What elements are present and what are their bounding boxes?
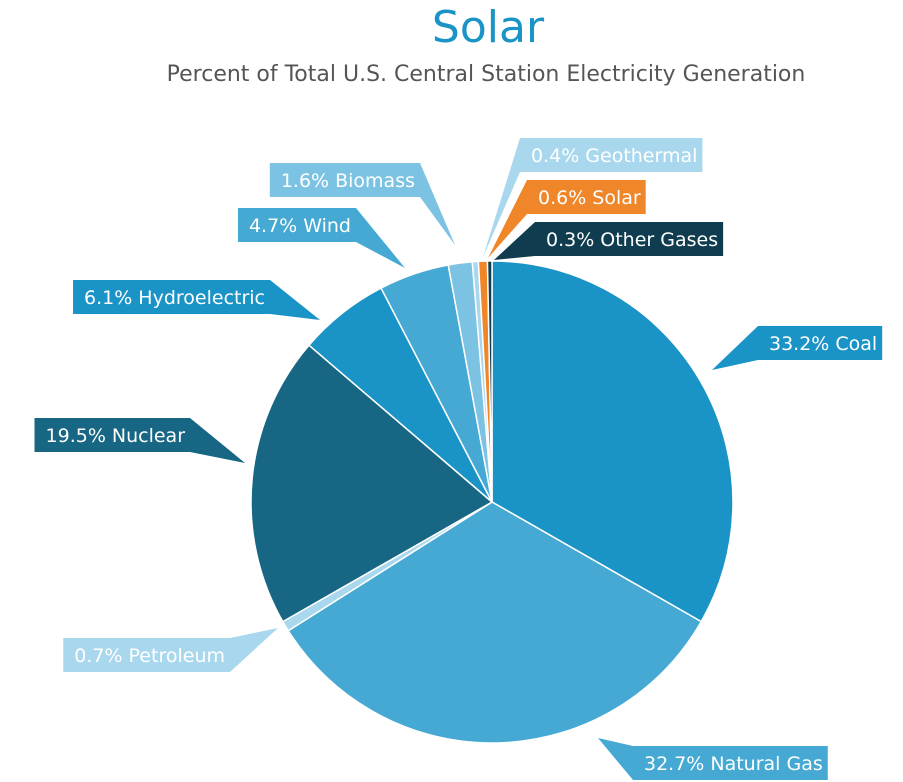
slice-label: 4.7% Wind bbox=[237, 208, 405, 268]
label-pointer bbox=[190, 418, 245, 463]
slice-label: 33.2% Coal bbox=[712, 326, 883, 370]
category-label: Petroleum bbox=[129, 645, 225, 667]
category-label: Hydroelectric bbox=[138, 287, 265, 309]
label-text: 33.2% Coal bbox=[769, 333, 877, 355]
value-label: 0.7% bbox=[74, 645, 122, 667]
category-label: Geothermal bbox=[585, 145, 697, 167]
label-box bbox=[535, 222, 724, 256]
pie-slice bbox=[287, 501, 703, 744]
value-label: 0.3% bbox=[546, 229, 594, 251]
label-box bbox=[527, 180, 646, 214]
label-text: 1.6% Biomass bbox=[281, 170, 415, 192]
label-pointer bbox=[420, 163, 455, 245]
value-label: 32.7% bbox=[644, 753, 704, 775]
label-box bbox=[63, 638, 230, 672]
slice-label: 6.1% Hydroelectric bbox=[73, 280, 320, 320]
label-box bbox=[269, 163, 420, 197]
label-pointer bbox=[494, 222, 535, 260]
label-pointer bbox=[270, 280, 320, 320]
label-pointer bbox=[230, 628, 278, 672]
slice-label: 0.4% Geothermal bbox=[483, 138, 703, 257]
pie-slice bbox=[250, 344, 494, 623]
category-label: Solar bbox=[592, 187, 641, 209]
slice-label: 19.5% Nuclear bbox=[34, 418, 245, 463]
value-label: 0.4% bbox=[531, 145, 579, 167]
label-text: 0.3% Other Gases bbox=[546, 229, 718, 251]
slice-label: 0.7% Petroleum bbox=[63, 628, 278, 672]
label-text: 4.7% Wind bbox=[249, 215, 351, 237]
chart-subtitle: Percent of Total U.S. Central Station El… bbox=[167, 62, 806, 87]
label-pointer bbox=[598, 738, 633, 780]
slice-label: 32.7% Natural Gas bbox=[598, 738, 828, 780]
label-pointer bbox=[356, 208, 405, 268]
label-text: 0.4% Geothermal bbox=[531, 145, 697, 167]
value-label: 4.7% bbox=[249, 215, 297, 237]
label-text: 32.7% Natural Gas bbox=[644, 753, 823, 775]
pie-slice bbox=[486, 260, 493, 503]
label-text: 0.6% Solar bbox=[538, 187, 641, 209]
value-label: 33.2% bbox=[769, 333, 829, 355]
value-label: 19.5% bbox=[46, 425, 106, 447]
chart-title: Solar bbox=[432, 2, 545, 53]
label-text: 6.1% Hydroelectric bbox=[84, 287, 265, 309]
category-label: Wind bbox=[303, 215, 351, 237]
label-box bbox=[758, 326, 883, 360]
value-label: 1.6% bbox=[281, 170, 329, 192]
label-pointer bbox=[712, 326, 758, 370]
slice-label: 0.6% Solar bbox=[488, 180, 646, 258]
value-label: 0.6% bbox=[538, 187, 586, 209]
value-label: 6.1% bbox=[84, 287, 132, 309]
category-label: Coal bbox=[835, 333, 877, 355]
label-pointer bbox=[483, 138, 520, 257]
label-text: 19.5% Nuclear bbox=[46, 425, 186, 447]
slice-label: 0.3% Other Gases bbox=[494, 222, 724, 260]
category-label: Nuclear bbox=[112, 425, 185, 447]
category-label: Natural Gas bbox=[710, 753, 822, 775]
pie-slice bbox=[491, 260, 734, 623]
category-label: Biomass bbox=[335, 170, 415, 192]
label-text: 0.7% Petroleum bbox=[74, 645, 225, 667]
slice-label: 1.6% Biomass bbox=[269, 163, 455, 245]
label-box bbox=[34, 418, 190, 452]
label-pointer bbox=[488, 180, 527, 258]
label-box bbox=[237, 208, 356, 242]
label-box bbox=[73, 280, 270, 314]
label-box bbox=[520, 138, 703, 172]
category-label: Other Gases bbox=[600, 229, 718, 251]
label-box bbox=[633, 746, 828, 780]
